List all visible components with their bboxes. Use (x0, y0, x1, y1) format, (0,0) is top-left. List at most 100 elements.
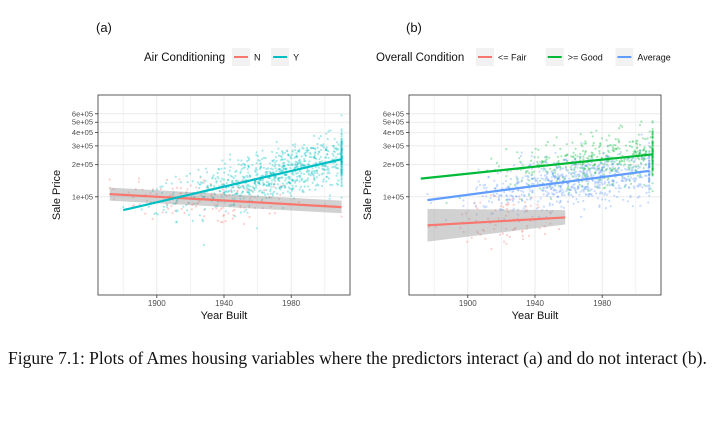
data-point (512, 190, 515, 193)
data-point (186, 188, 189, 191)
data-point (607, 149, 610, 152)
data-point (559, 167, 562, 170)
data-point (506, 195, 509, 198)
data-point (185, 191, 188, 194)
data-point (546, 191, 549, 194)
data-point (651, 169, 654, 172)
data-point (540, 177, 543, 180)
data-point (340, 168, 343, 171)
data-point (241, 190, 244, 193)
data-point (221, 221, 224, 224)
data-point (618, 163, 621, 166)
data-point (503, 191, 506, 194)
data-point (165, 211, 168, 214)
data-point (648, 163, 651, 166)
data-point (204, 167, 208, 170)
data-point (632, 160, 636, 164)
data-point (617, 162, 620, 165)
data-point (611, 182, 614, 185)
data-point (570, 185, 574, 188)
data-point (340, 149, 343, 152)
data-point (556, 195, 559, 198)
data-point (340, 155, 343, 158)
data-point (574, 147, 577, 150)
data-point (265, 188, 268, 192)
data-point (332, 154, 335, 157)
data-point (594, 167, 597, 170)
data-point (648, 184, 651, 187)
data-point (127, 191, 130, 194)
data-point (497, 196, 500, 199)
data-point (340, 171, 343, 175)
data-point (340, 164, 343, 167)
data-point (231, 179, 234, 182)
data-point (140, 208, 143, 211)
data-point (253, 187, 256, 190)
data-point (582, 199, 585, 203)
data-point (559, 199, 562, 202)
data-point (623, 167, 627, 170)
data-point (483, 187, 486, 190)
data-point (530, 155, 533, 158)
data-point (167, 207, 170, 210)
data-point (583, 142, 586, 145)
data-point (621, 125, 624, 128)
data-point (300, 172, 303, 175)
data-point (340, 147, 343, 150)
data-point (279, 154, 282, 158)
data-point (607, 180, 611, 183)
data-point (482, 229, 486, 232)
data-point (236, 186, 240, 189)
data-point (580, 185, 584, 188)
data-point (222, 213, 226, 217)
data-point (603, 166, 606, 169)
data-point (627, 186, 631, 189)
data-point (651, 130, 654, 133)
data-point (263, 189, 266, 192)
data-point (651, 147, 654, 150)
data-point (574, 153, 577, 157)
data-point (340, 137, 343, 141)
data-point (573, 188, 576, 191)
data-point (560, 192, 564, 195)
data-point (596, 167, 599, 170)
data-point (611, 184, 614, 187)
data-point (234, 174, 237, 178)
data-point (566, 153, 569, 156)
data-point (487, 200, 490, 203)
data-point (571, 164, 574, 167)
data-point (528, 172, 531, 175)
data-point (573, 168, 576, 172)
data-point (230, 180, 233, 183)
data-point (340, 169, 343, 172)
data-point (521, 199, 524, 202)
data-point (230, 186, 234, 189)
data-point (298, 159, 301, 162)
data-point (303, 160, 306, 163)
data-point (282, 162, 285, 165)
data-point (597, 185, 600, 188)
data-point (326, 153, 329, 156)
data-point (324, 164, 327, 167)
data-point (607, 159, 610, 162)
data-point (555, 136, 558, 139)
x-tick-label: 1940 (526, 299, 544, 308)
data-point (603, 180, 607, 184)
data-point (616, 146, 619, 149)
data-point (217, 167, 220, 170)
data-point (479, 233, 482, 236)
data-point (246, 156, 249, 159)
data-point (248, 174, 251, 177)
data-point (340, 145, 343, 148)
data-point (559, 147, 562, 151)
data-point (262, 184, 265, 187)
data-point (554, 174, 557, 177)
data-point (651, 133, 654, 136)
data-point (325, 132, 328, 135)
data-point (310, 146, 313, 150)
data-point (482, 205, 485, 208)
data-point (493, 179, 496, 182)
data-point (597, 167, 600, 170)
data-point (326, 138, 329, 141)
data-point (258, 162, 261, 165)
